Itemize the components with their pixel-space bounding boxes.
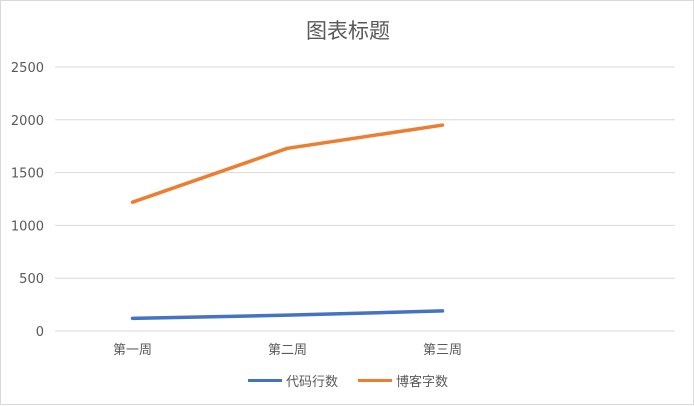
x-tick-label: 第三周 — [423, 343, 462, 358]
legend-swatch — [358, 379, 392, 382]
series-line-1 — [130, 309, 445, 321]
x-tick-label: 第二周 — [268, 343, 307, 358]
series-line-2 — [130, 123, 445, 204]
y-tick-label: 1500 — [11, 167, 44, 182]
legend-label: 代码行数 — [285, 375, 338, 390]
y-tick-label: 500 — [19, 272, 44, 287]
legend-item-1: 代码行数 — [247, 371, 338, 390]
y-tick-label: 2000 — [11, 114, 44, 129]
y-tick-label: 0 — [36, 325, 44, 340]
legend-item-2: 博客字数 — [358, 371, 448, 390]
legend-swatch — [247, 379, 282, 382]
x-tick-label: 第一周 — [113, 343, 152, 358]
y-tick-label: 1000 — [11, 219, 44, 234]
chart-title: 图表标题 — [306, 19, 390, 43]
y-tick-label: 2500 — [11, 61, 44, 76]
legend-label: 博客字数 — [396, 375, 449, 390]
legend: 代码行数 博客字数 — [1, 371, 694, 390]
